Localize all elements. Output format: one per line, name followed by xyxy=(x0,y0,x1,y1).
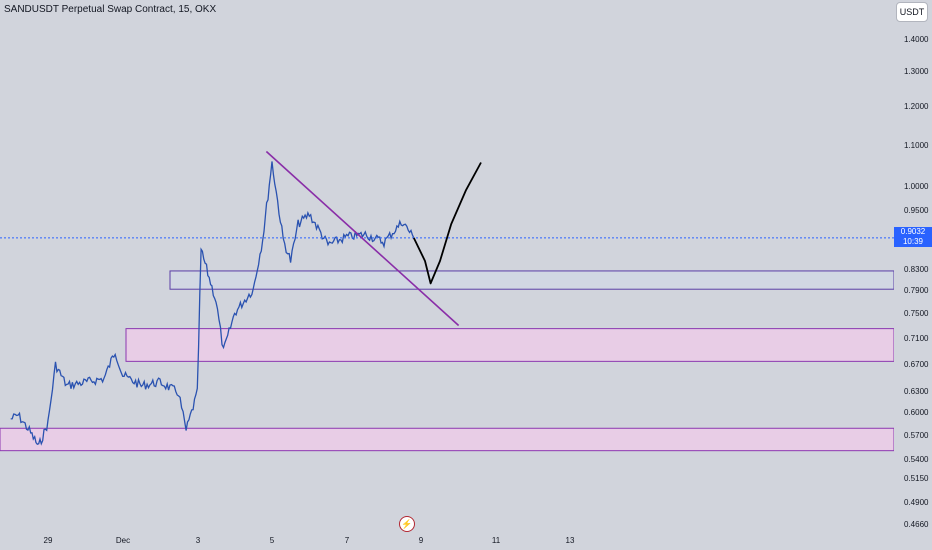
price-tick: 0.7900 xyxy=(904,286,929,295)
price-series-line xyxy=(10,161,415,446)
price-axis[interactable]: USDT 1.4000 1.3000 1.2000 1.1000 1.0000 … xyxy=(894,0,932,550)
price-tick: 0.5400 xyxy=(904,455,929,464)
price-tick: 0.5150 xyxy=(904,474,929,483)
price-tick: 1.1000 xyxy=(904,141,929,150)
currency-button[interactable]: USDT xyxy=(896,2,928,22)
price-tick: 0.7500 xyxy=(904,309,929,318)
time-tick: 11 xyxy=(491,536,501,545)
last-price-label: 0.9032 xyxy=(900,227,926,236)
last-price-badge: 0.9032 10:39 xyxy=(894,227,932,247)
trendline xyxy=(265,150,460,327)
time-tick: Dec xyxy=(115,536,131,545)
lightning-icon[interactable]: ⚡ xyxy=(399,516,415,532)
price-tick: 1.3000 xyxy=(904,67,929,76)
price-tick: 0.7100 xyxy=(904,334,929,343)
support-zone xyxy=(125,328,894,362)
time-tick: 13 xyxy=(565,536,575,545)
price-tick: 1.0000 xyxy=(904,182,929,191)
support-zone xyxy=(0,427,894,452)
time-tick: 3 xyxy=(195,536,201,545)
price-tick: 1.4000 xyxy=(904,35,929,44)
time-tick: 29 xyxy=(43,536,53,545)
price-tick: 0.4660 xyxy=(904,520,929,529)
chart-title: SANDUSDT Perpetual Swap Contract, 15, OK… xyxy=(4,4,217,15)
projection-path xyxy=(412,162,482,285)
time-tick: 7 xyxy=(344,536,350,545)
bar-countdown-label: 10:39 xyxy=(902,237,924,246)
price-tick: 0.4900 xyxy=(904,498,929,507)
time-tick: 5 xyxy=(269,536,275,545)
price-tick: 1.2000 xyxy=(904,102,929,111)
price-tick: 0.5700 xyxy=(904,431,929,440)
price-tick: 0.6300 xyxy=(904,387,929,396)
chart-plot-area[interactable] xyxy=(0,0,894,532)
price-tick: 0.6700 xyxy=(904,360,929,369)
time-tick: 9 xyxy=(418,536,424,545)
price-tick: 0.8300 xyxy=(904,265,929,274)
resistance-zone xyxy=(169,270,894,290)
time-axis[interactable]: 29 Dec 3 5 7 9 11 13 xyxy=(0,532,894,550)
price-tick: 0.6000 xyxy=(904,408,929,417)
price-tick: 0.9500 xyxy=(904,206,929,215)
